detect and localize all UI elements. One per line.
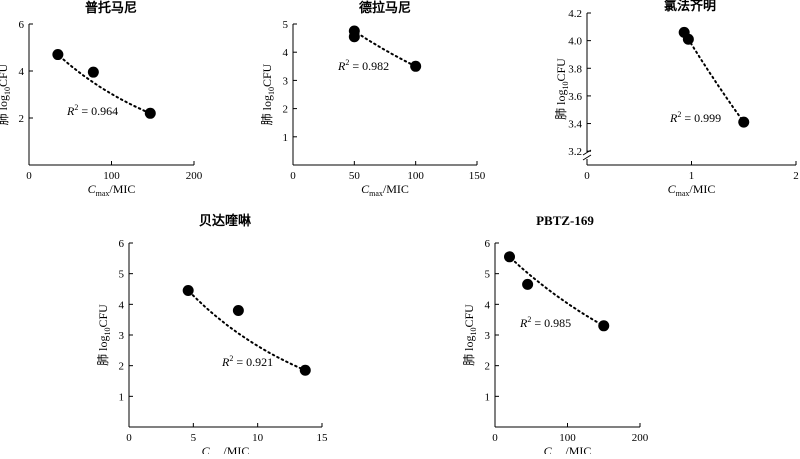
x-tick-label: 100: [559, 432, 576, 444]
data-point: [144, 107, 156, 119]
y-tick-label: 1: [119, 391, 125, 403]
data-point: [348, 31, 360, 43]
r-squared-annotation: R2 = 0.985: [519, 315, 571, 330]
data-point: [182, 285, 194, 297]
y-tick-label: 1: [485, 391, 491, 403]
x-axis-label: Cmax/MIC: [361, 182, 409, 198]
x-tick-label: 0: [290, 170, 296, 182]
y-axis-label: 肺 log10CFU: [260, 63, 276, 125]
y-tick-label: 4.2: [568, 8, 582, 20]
x-tick-label: 100: [407, 170, 424, 182]
trendline: [55, 51, 152, 115]
y-axis-label: 肺 log10CFU: [96, 304, 112, 366]
chart-title: 普托马尼: [85, 0, 137, 15]
subplot-3: 氯法齐明 3.2 3.4 3.6 3.8 4.0 4.2 0 1 2 Cmax/MIC 肺 log10…: [554, 0, 799, 198]
y-tick-label: 6: [485, 238, 491, 250]
x-tick-label: 0: [126, 432, 132, 444]
chart-title: 贝达喹啉: [199, 213, 251, 228]
y-tick-label: 3.4: [568, 119, 582, 131]
data-point: [738, 116, 750, 128]
data-point: [522, 278, 534, 290]
data-point: [410, 60, 422, 72]
r-squared-annotation: R2 = 0.982: [337, 58, 389, 73]
chart-title: PBTZ-169: [536, 213, 594, 228]
data-point: [52, 49, 64, 61]
x-tick-label: 200: [632, 432, 649, 444]
trendline: [682, 29, 745, 124]
x-axis-label: Cmax/MIC: [202, 444, 250, 454]
y-axis-label: 肺 log10CFU: [462, 304, 478, 366]
r-squared-annotation: R2 = 0.999: [669, 110, 721, 125]
x-tick-label: 150: [469, 170, 486, 182]
x-tick-label: 0: [492, 432, 498, 444]
trendline: [352, 29, 417, 68]
y-tick-label: 4: [283, 47, 289, 59]
y-axis-label: 肺 log10CFU: [554, 58, 570, 120]
y-tick-label: 4.0: [568, 36, 582, 48]
data-point: [299, 364, 311, 376]
x-tick-label: 100: [103, 170, 120, 182]
y-tick-label: 1: [283, 132, 289, 144]
x-tick-label: 2: [793, 170, 799, 182]
data-point: [504, 251, 515, 263]
y-tick-label: 5: [119, 269, 125, 281]
y-tick-label: 6: [119, 238, 125, 250]
y-tick-label: 3: [485, 330, 491, 342]
chart-title: 德拉马尼: [359, 0, 411, 15]
x-tick-label: 15: [317, 432, 329, 444]
y-tick-label: 2: [283, 104, 289, 116]
x-tick-label: 10: [252, 432, 264, 444]
subplot-1: 普托马尼 2 4 6 0 100 200 Cmax/MIC 肺 log10CFU R2 = 0.9…: [0, 0, 203, 198]
data-point: [598, 320, 610, 332]
x-tick-label: 200: [186, 170, 203, 182]
y-tick-label: 3.6: [568, 91, 582, 103]
y-tick-label: 5: [283, 19, 289, 31]
trendline: [184, 287, 307, 372]
x-axis-label: Cmax/MIC: [668, 182, 716, 198]
y-tick-label: 3: [283, 75, 289, 87]
y-tick-label: 3: [119, 330, 125, 342]
y-tick-label: 4: [485, 299, 491, 311]
y-axis-label: 肺 log10CFU: [0, 63, 12, 125]
trendline: [506, 254, 605, 327]
y-tick-label: 3.8: [568, 63, 582, 75]
data-point: [87, 66, 99, 78]
data-point: [682, 33, 694, 45]
x-axis-label: Cmax/MIC: [544, 444, 592, 454]
x-axis-label: Cmax/MIC: [88, 182, 136, 198]
subplot-5: PBTZ-169 1 2 3 4 5 6 0 100 200 Cmax/MIC 肺 log10CFU R…: [462, 213, 649, 459]
y-tick-label: 4: [119, 299, 125, 311]
y-tick-label: 6: [19, 19, 25, 31]
data-point: [232, 304, 244, 316]
x-tick-label: 0: [584, 170, 590, 182]
x-tick-label: 50: [349, 170, 361, 182]
y-tick-label: 2: [485, 361, 491, 373]
y-tick-label: 5: [485, 269, 491, 281]
x-tick-label: 1: [689, 170, 695, 182]
y-tick-label: 3.2: [568, 146, 582, 158]
y-tick-label: 2: [19, 113, 25, 125]
x-tick-label: 5: [191, 432, 197, 444]
y-tick-label: 2: [119, 361, 125, 373]
y-tick-label: 4: [19, 66, 25, 78]
x-tick-label: 0: [26, 170, 32, 182]
r-squared-annotation: R2 = 0.964: [66, 103, 118, 118]
r-squared-annotation: R2 = 0.921: [221, 354, 273, 369]
subplot-4: 贝达喹啉 1 2 3 4 5 6 0 5 10 15 Cmax/MIC 肺 log10CFU R2 = 0…: [96, 213, 329, 459]
chart-title: 氯法齐明: [664, 0, 716, 13]
